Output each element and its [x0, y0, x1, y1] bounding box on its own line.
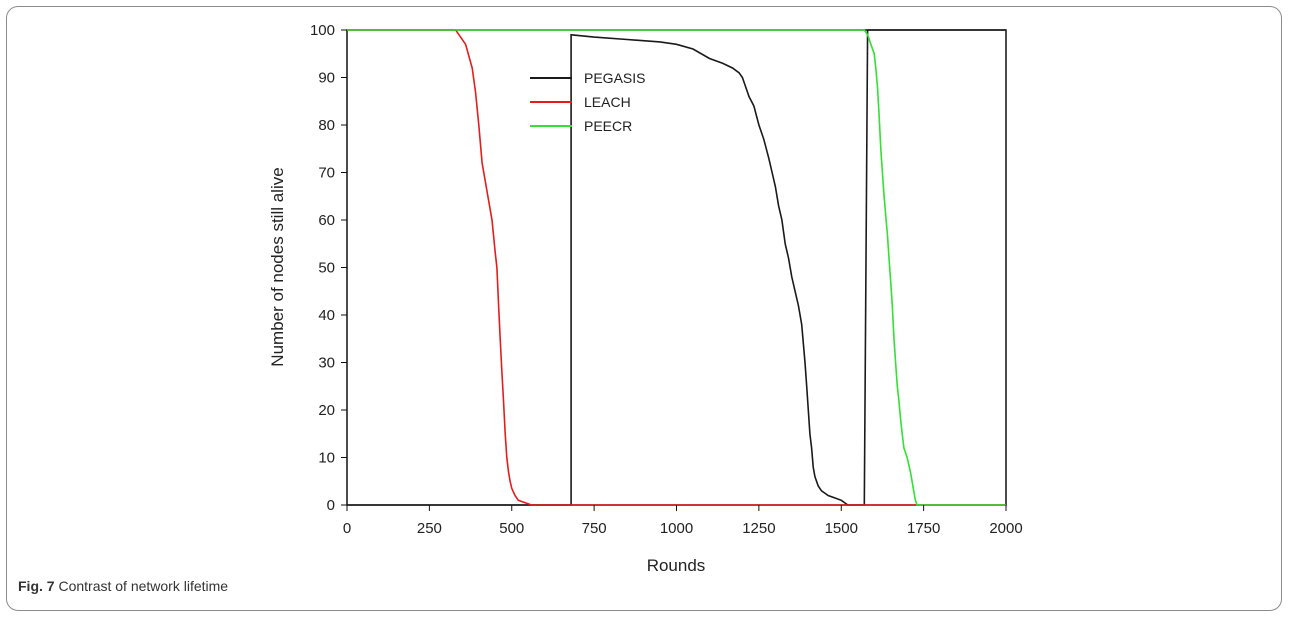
y-tick-label: 100 — [310, 22, 335, 39]
caption-text: Contrast of network lifetime — [58, 578, 229, 594]
series-line-leach — [347, 29, 1006, 506]
legend: PEGASIS LEACH PEECR — [530, 70, 645, 134]
x-tick-label: 1500 — [825, 520, 858, 537]
series-line-peecr — [347, 29, 1006, 506]
x-tick-label: 750 — [582, 520, 607, 537]
series-layer — [347, 29, 1006, 506]
x-tick-label: 250 — [417, 520, 442, 537]
y-tick-label: 0 — [327, 497, 335, 514]
y-tick-label: 90 — [318, 70, 335, 87]
figure-frame — [6, 6, 1282, 611]
x-tick-label: 1250 — [742, 520, 775, 537]
legend-label-peecr: PEECR — [584, 118, 632, 134]
y-tick-label: 20 — [318, 402, 335, 419]
series-line-pegasis — [347, 29, 1006, 506]
x-tick-label: 1000 — [660, 520, 693, 537]
plot-area-border — [346, 29, 1007, 506]
x-axis-title: Rounds — [647, 556, 706, 575]
x-tick-label: 1750 — [907, 520, 940, 537]
y-axis-title: Number of nodes still alive — [268, 167, 287, 366]
x-tick-label: 0 — [343, 520, 351, 537]
y-tick-label: 30 — [318, 355, 335, 372]
legend-label-pegasis: PEGASIS — [584, 70, 645, 86]
ticks-layer: 0 250 500 750 1000 1250 1500 1750 2000 0 10 20 30 40 5… — [310, 22, 1023, 537]
x-tick-label: 2000 — [989, 520, 1022, 537]
legend-label-leach: LEACH — [584, 94, 631, 110]
y-tick-label: 10 — [318, 450, 335, 467]
caption-label: Fig. 7 — [18, 578, 55, 594]
y-tick-label: 80 — [318, 117, 335, 134]
y-tick-label: 40 — [318, 307, 335, 324]
x-tick-label: 500 — [499, 520, 524, 537]
y-tick-label: 60 — [318, 212, 335, 229]
figure-caption: Fig. 7 Contrast of network lifetime — [18, 578, 228, 594]
y-tick-label: 50 — [318, 260, 335, 277]
y-tick-label: 70 — [318, 165, 335, 182]
